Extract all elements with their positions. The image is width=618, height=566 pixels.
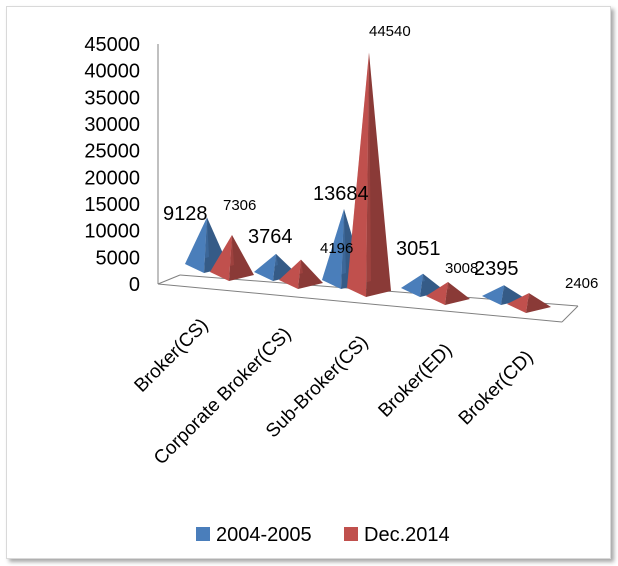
pyramid-face-right [366,52,391,297]
pyramid-face-right [526,293,551,313]
category-label-broker-cs: Broker(CS) [131,315,213,397]
y-tick-label: 35000 [84,87,140,109]
data-label-broker-ed-dec-2014: 3008 [445,260,478,277]
y-tick-label: 10000 [84,221,140,243]
pyramid-face-back [482,285,506,296]
data-label-broker-ed-2004-2005: 3051 [396,238,441,260]
pyramids [185,52,551,313]
category-label-broker-cd: Broker(CD) [455,347,538,430]
data-label-broker-cd-dec-2014: 2406 [565,275,598,292]
legend-swatch-2004-2005 [196,527,210,541]
y-axis-ticks: 45000 40000 35000 30000 25000 20000 15000 10000… [84,34,140,296]
pyramid-face-left [210,235,232,281]
legend: 2004-2005 Dec.2014 [196,524,450,546]
pyramid-face-back [322,209,346,280]
pyramid-broker-cs-dec-2014 [210,235,254,281]
pyramid-face-right [445,281,470,305]
pyramid-face-left [401,273,423,297]
floor-front-edge [157,283,563,323]
y-tick-label: 5000 [96,247,141,269]
pyramid-face-back [426,281,450,296]
data-label-broker-cs-dec-2014: 7306 [223,197,256,214]
pyramid-face-back [210,235,234,272]
pyramid-face-left [279,259,301,289]
pyramid-face-left [347,52,369,297]
category-label-broker-ed: Broker(ED) [375,340,457,422]
category-labels: Broker(CS)Corporate Broker(CS)Sub-Broker… [131,315,538,470]
legend-label-dec-2014: Dec.2014 [364,524,450,546]
pyramid-face-right [298,259,323,289]
pyramid-face-left [482,285,504,305]
data-label-broker-cs-2004-2005: 9128 [163,203,208,225]
pyramid-face-back [185,217,209,264]
pyramid-corporate-broker-cs-dec-2014 [279,259,323,289]
data-label-sub-broker-cs-2004-2005: 13684 [313,183,369,205]
y-tick-label: 0 [129,274,140,296]
pyramid-broker-ed-dec-2014 [426,281,470,305]
y-tick-label: 40000 [84,61,140,83]
data-label-sub-broker-cs-dec-2014: 44540 [369,23,411,40]
pyramid-face-left [254,253,276,281]
pyramid-face-left [426,281,448,305]
pyramid-face-back [279,259,303,280]
pyramid-face-left [322,209,344,289]
pyramid-face-back [347,52,371,288]
legend-label-2004-2005: 2004-2005 [216,524,312,546]
y-tick-label: 30000 [84,114,140,136]
pyramid-sub-broker-cs-dec-2014 [347,52,391,297]
data-label-broker-cd-2004-2005: 2395 [474,258,519,280]
pyramid-broker-cd-dec-2014 [507,293,551,313]
pyramid-face-left [507,293,529,313]
floor-left-edge [157,274,181,285]
legend-swatch-dec-2014 [344,527,358,541]
pyramid-face-left [185,217,207,273]
pyramid-face-back [401,273,425,288]
y-tick-label: 25000 [84,141,140,163]
pyramid-face-right [229,235,254,281]
floor-right-edge [561,305,579,323]
data-label-corporate-broker-cs-2004-2005: 3764 [248,226,293,248]
data-label-corporate-broker-cs-dec-2014: 4196 [320,240,353,257]
y-tick-label: 45000 [84,34,140,56]
pyramid-face-back [507,293,531,304]
y-tick-label: 15000 [84,194,140,216]
pyramid-face-back [254,253,278,272]
y-tick-label: 20000 [84,167,140,189]
